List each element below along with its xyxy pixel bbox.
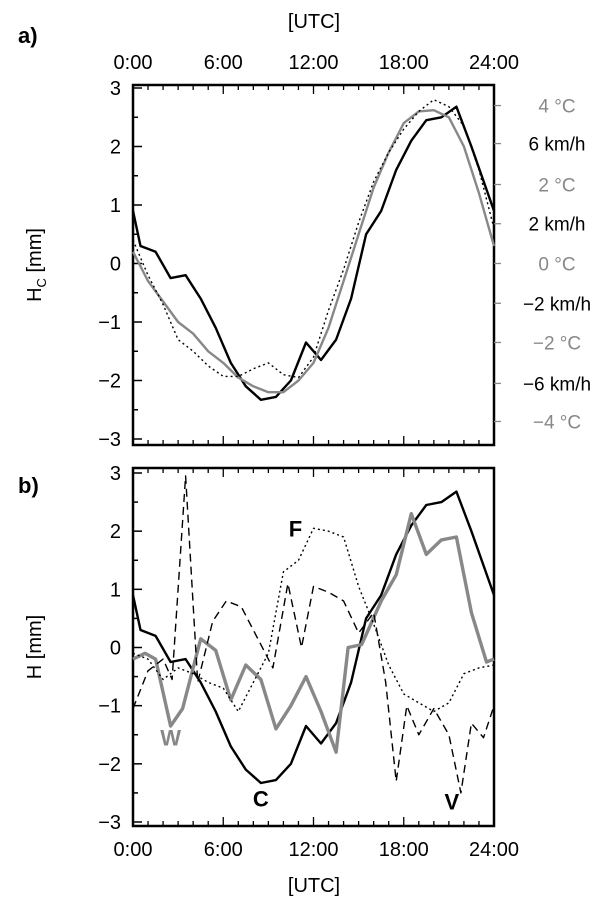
panel-b-series-solid-black (131, 490, 496, 785)
panel-a-y-tick-label: −1 (98, 312, 121, 334)
right-axis-label: 0 °C (538, 255, 575, 276)
bottom-x-axis-title: [UTC] (288, 875, 340, 897)
panel-b-x-tick-label: 18:00 (379, 839, 429, 861)
panel-b-y-tick-label: −1 (98, 696, 121, 718)
right-axis-label: 2 °C (538, 176, 575, 197)
panel-b-y-axis-label: H [mm] (24, 615, 46, 679)
panel-a-series-solid-black (131, 105, 496, 401)
panel-a-x-tick-label: 0:00 (114, 52, 153, 74)
panel-a-x-tick-label: 18:00 (379, 52, 429, 74)
panel-a-x-tick-label: 6:00 (204, 52, 243, 74)
panel-b-label: b) (18, 473, 39, 498)
panel-a-frame (131, 83, 496, 447)
panel-a-y-tick-label: 0 (110, 254, 121, 276)
panel-a-plot: 3 2 1 0 −1 −2 −3 0:00 6:00 12:00 18:00 24:00 (98, 52, 519, 451)
panel-b-series-dashed-black (132, 475, 495, 794)
panel-a-y-tick-label: 3 (110, 78, 121, 100)
right-axis-label: 6 km/h (528, 135, 585, 156)
panel-a-x-tick-label: 24:00 (469, 52, 519, 74)
panel-b-annotation-c: C (253, 787, 269, 812)
right-axis-label: −6 km/h (523, 374, 591, 395)
panel-b-annotation-w: W (160, 726, 181, 751)
panel-b-y-tick-label: 0 (110, 638, 121, 660)
panel-a-y-tick-label: −2 (98, 371, 121, 393)
panel-b-y-tick-label: 3 (110, 463, 121, 485)
panel-b-plot: 3 2 1 0 −1 −2 −3 0:00 6:00 12:00 18:00 24:00 F W C V (98, 463, 519, 861)
panel-b-x-tick-label: 0:00 (114, 839, 153, 861)
panel-b-y-tick-label: 1 (110, 579, 121, 601)
panel-b-y-tick-label: −2 (98, 754, 121, 776)
panel-a-y-axis-label: HC [mm] (24, 228, 49, 302)
right-axis-label: −2 km/h (523, 294, 591, 315)
right-axis-label: −4 °C (533, 412, 581, 433)
panel-a-y-tick-label: 2 (110, 137, 121, 159)
panel-a-label: a) (18, 23, 38, 48)
right-axis-label: 2 km/h (528, 215, 585, 236)
panel-b-y-tick-label: −3 (98, 812, 121, 834)
panel-a-series-dotted-black (132, 98, 495, 379)
panel-b-x-tick-label: 24:00 (469, 839, 519, 861)
panel-a-x-tick-label: 12:00 (288, 52, 338, 74)
panel-b-annotation-f: F (289, 516, 302, 541)
panel-a-y-tick-label: 1 (110, 195, 121, 217)
panel-b-x-tick-label: 6:00 (204, 839, 243, 861)
panel-b-y-tick-label: 2 (110, 521, 121, 543)
panel-a-y-tick-label: −3 (98, 429, 121, 451)
panel-b-x-tick-label: 12:00 (288, 839, 338, 861)
panel-b-annotation-v: V (445, 790, 460, 815)
panel-a-series-solid-gray (131, 108, 496, 394)
right-axis-label: 4 °C (538, 97, 575, 118)
panel-b-series-dotted-black (132, 527, 495, 713)
right-axis-label: −2 °C (533, 333, 581, 354)
top-x-axis-title: [UTC] (288, 11, 340, 33)
panel-a-right-axis: 4 °C 6 km/h 2 °C 2 km/h 0 °C −2 km/h −2 °C −6 k… (494, 97, 591, 433)
panel-b-frame (131, 466, 496, 828)
panel-b-series-solid-gray-thick (132, 512, 495, 754)
